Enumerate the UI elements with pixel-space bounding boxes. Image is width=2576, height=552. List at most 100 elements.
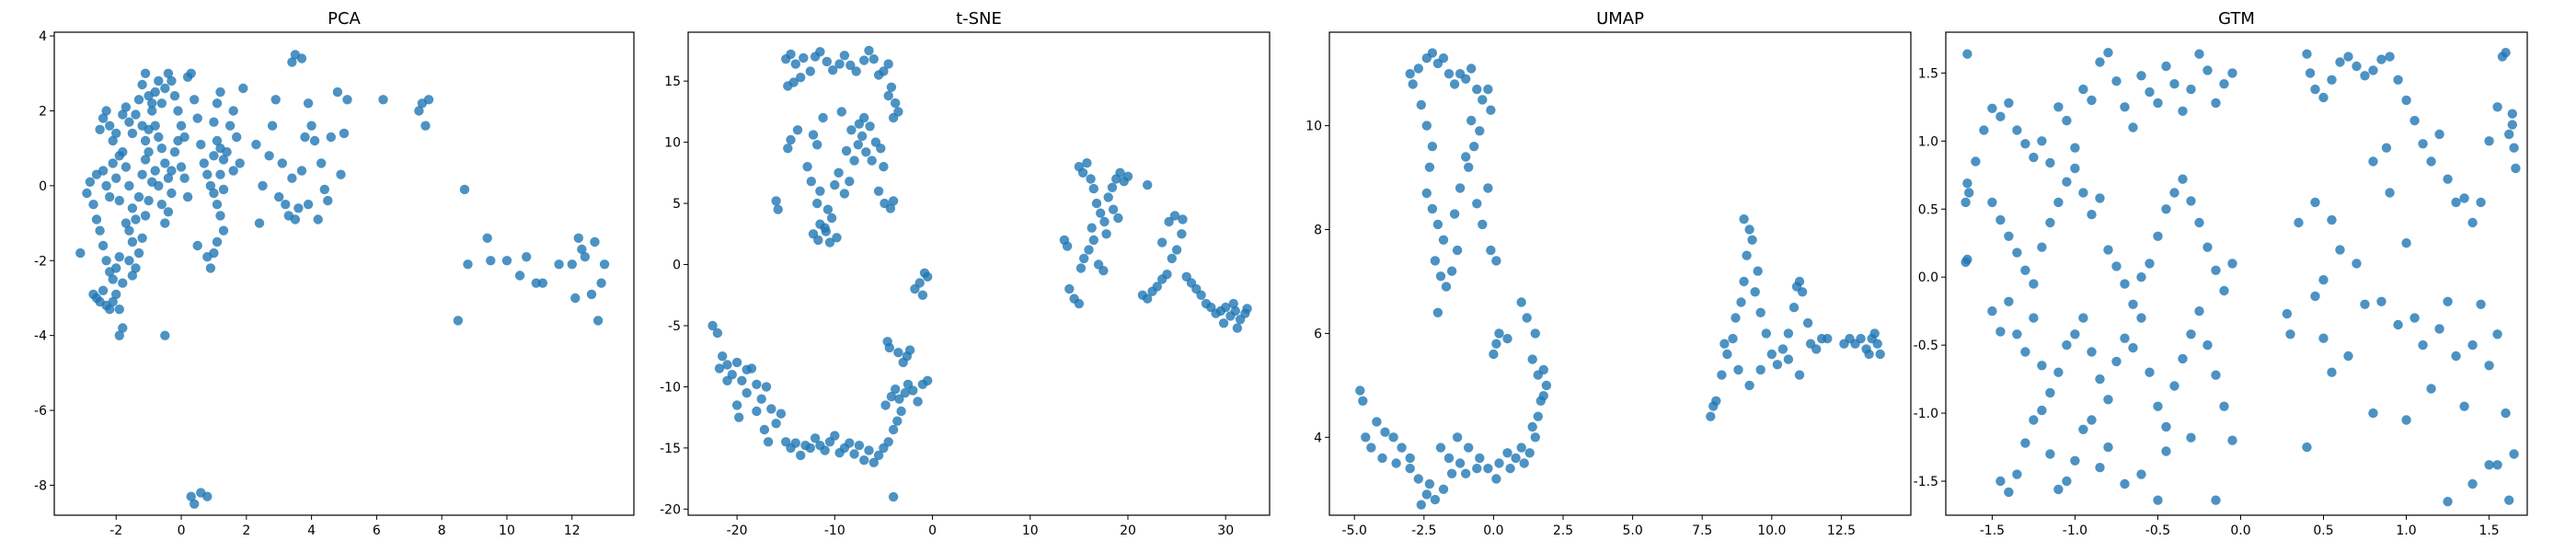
- data-point: [761, 382, 772, 392]
- data-point: [176, 162, 187, 172]
- data-point: [1438, 53, 1449, 63]
- data-point: [756, 394, 766, 404]
- data-point: [114, 252, 124, 262]
- data-point: [232, 132, 242, 143]
- data-point: [586, 289, 597, 300]
- y-tick-label: 0.0: [1918, 270, 1938, 285]
- data-point: [2401, 95, 2411, 106]
- data-point: [2194, 49, 2204, 59]
- data-point: [98, 113, 109, 123]
- scatter-points: [1355, 48, 1885, 510]
- data-point: [883, 90, 893, 101]
- data-point: [91, 214, 102, 224]
- data-point: [1449, 209, 1460, 219]
- data-point: [140, 68, 151, 79]
- data-point: [2509, 143, 2519, 153]
- y-tick-label: -2: [34, 254, 47, 269]
- data-point: [1449, 79, 1460, 89]
- data-point: [888, 112, 899, 123]
- data-point: [1461, 468, 1471, 478]
- data-point: [133, 247, 144, 259]
- data-point: [786, 49, 796, 60]
- data-point: [2504, 495, 2514, 505]
- data-point: [1750, 287, 1760, 297]
- x-tick-label: -1.5: [1980, 523, 2005, 538]
- data-point: [1538, 364, 1549, 375]
- data-point: [2004, 231, 2014, 241]
- data-point: [2360, 299, 2370, 309]
- data-point: [596, 278, 606, 288]
- data-point: [124, 225, 134, 236]
- data-point: [834, 167, 844, 178]
- data-point: [1722, 349, 1732, 360]
- data-point: [1435, 271, 1446, 282]
- data-point: [2070, 455, 2080, 466]
- data-point: [1079, 253, 1089, 264]
- data-point: [218, 155, 229, 165]
- data-point: [156, 200, 167, 210]
- data-point: [2202, 242, 2213, 252]
- data-point: [1466, 115, 1477, 126]
- data-point: [1811, 344, 1822, 354]
- data-point: [2136, 469, 2146, 479]
- data-point: [1491, 339, 1501, 349]
- data-point: [2120, 478, 2130, 489]
- data-point: [1171, 245, 1182, 255]
- data-point: [160, 83, 170, 94]
- data-point: [2302, 49, 2312, 59]
- data-point: [851, 66, 861, 76]
- data-point: [1987, 103, 1997, 114]
- data-point: [1446, 468, 1457, 478]
- x-tick-label: 0: [178, 523, 186, 538]
- data-point: [2020, 347, 2030, 357]
- data-point: [1232, 323, 1243, 333]
- data-point: [1077, 167, 1088, 178]
- data-point: [570, 293, 581, 304]
- x-tick-label: -20: [727, 523, 748, 538]
- data-point: [144, 91, 154, 101]
- data-point: [2368, 408, 2378, 419]
- data-point: [1739, 276, 1749, 287]
- data-point: [879, 66, 889, 76]
- data-point: [98, 240, 109, 251]
- data-point: [2492, 102, 2502, 112]
- data-point: [144, 147, 154, 157]
- data-point: [2128, 299, 2138, 309]
- data-point: [1075, 263, 1087, 273]
- data-point: [822, 204, 834, 214]
- data-point: [85, 177, 96, 187]
- data-point: [868, 53, 879, 64]
- data-point: [1443, 453, 1455, 464]
- data-point: [731, 400, 742, 410]
- data-point: [1527, 354, 1537, 364]
- data-point: [205, 180, 216, 191]
- data-point: [2029, 152, 2039, 163]
- data-point: [75, 247, 86, 259]
- data-point: [1766, 349, 1777, 360]
- data-point: [1424, 162, 1435, 172]
- data-point: [2078, 84, 2088, 95]
- data-point: [1472, 464, 1482, 474]
- chart-title: GTM: [2218, 9, 2255, 29]
- data-point: [2020, 438, 2030, 448]
- data-point: [2004, 98, 2014, 109]
- data-point: [215, 211, 225, 221]
- chart-panel-t-sne: t-SNE -20 -10 0 10 20 30 -20 -15 -10 -5 0 5 10 15: [660, 9, 1271, 538]
- axes-frame: [1945, 31, 2528, 516]
- data-point: [1084, 245, 1094, 255]
- data-point: [1177, 229, 1187, 239]
- data-point: [1533, 411, 1544, 421]
- data-point: [2145, 86, 2155, 98]
- data-point: [1169, 211, 1180, 221]
- data-point: [908, 385, 918, 396]
- data-point: [771, 419, 781, 429]
- data-point: [892, 416, 903, 426]
- x-tick-label: 4: [307, 523, 316, 538]
- data-point: [121, 162, 132, 172]
- data-point: [1113, 213, 1123, 224]
- data-point: [127, 128, 138, 139]
- y-tick-label: 4: [39, 29, 47, 44]
- data-point: [1472, 84, 1482, 95]
- data-point: [1157, 237, 1167, 247]
